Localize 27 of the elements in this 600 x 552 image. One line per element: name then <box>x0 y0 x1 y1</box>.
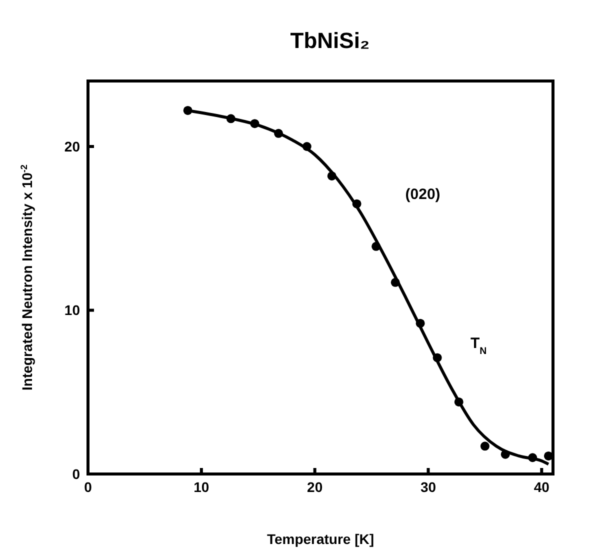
x-tick-label: 40 <box>534 478 550 495</box>
x-tick-label: 0 <box>84 478 92 495</box>
point <box>432 353 442 362</box>
point <box>454 397 464 406</box>
point <box>183 106 192 115</box>
annotation: (020) <box>405 186 440 203</box>
point <box>416 318 425 328</box>
point <box>480 442 490 451</box>
point <box>352 199 362 208</box>
x-tick-label: 20 <box>307 478 323 495</box>
point <box>390 278 400 287</box>
point <box>302 142 312 151</box>
x-tick-label: 30 <box>420 478 436 495</box>
y-tick-label: 10 <box>64 302 80 318</box>
point <box>372 242 381 251</box>
point <box>250 119 260 128</box>
point <box>274 128 284 138</box>
y-tick-label: 20 <box>64 138 80 154</box>
point <box>500 450 510 459</box>
point <box>226 114 236 124</box>
y-tick-label: 0 <box>72 466 80 482</box>
chart-title: TbNiSi₂ <box>289 27 371 55</box>
point <box>528 453 538 462</box>
point <box>327 171 336 180</box>
x-tick-label: 10 <box>194 478 210 495</box>
x-axis-title: Temperature [K] <box>266 531 374 547</box>
annotation: T$_{N}$ <box>470 335 487 357</box>
